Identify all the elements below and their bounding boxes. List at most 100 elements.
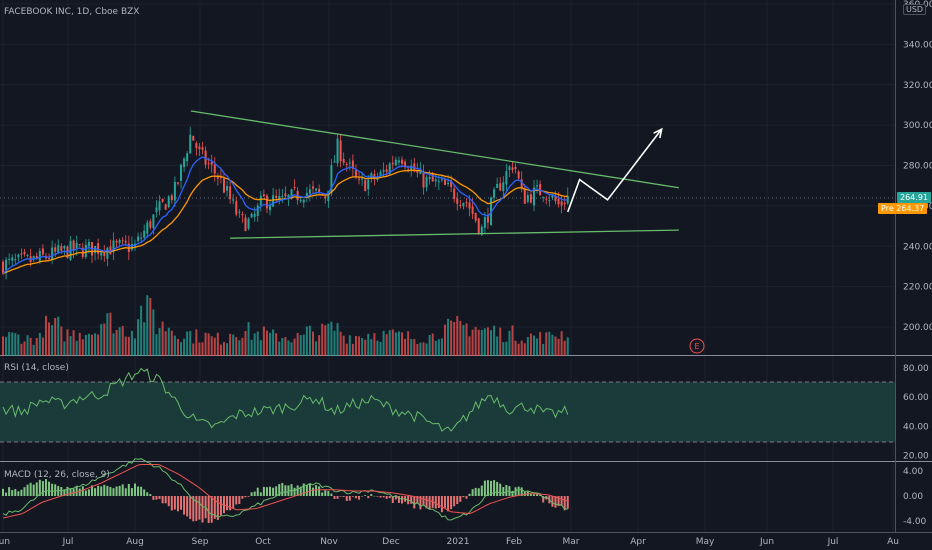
price-tick-label: 300.00 [903,121,932,131]
time-tick-label: Jun [759,537,774,547]
candle-body [443,178,446,185]
candle-body [216,176,219,179]
macd-histogram-bar [103,484,106,496]
macd-histogram-bar [186,496,189,517]
volume-bar [87,333,90,356]
volume-bar [170,330,173,356]
volume-bar [272,329,275,356]
macd-histogram-bar [529,493,532,496]
time-tick-label: Mar [563,537,580,547]
volume-bar [422,342,425,356]
lower-trendline[interactable] [230,229,679,239]
candle-body [364,180,367,192]
macd-histogram-bar [370,494,373,496]
candle-body [121,239,124,241]
volume-bar [26,335,29,356]
upper-trendline[interactable] [190,110,679,189]
volume-bar [41,337,44,356]
volume-bar [483,328,486,356]
macd-histogram-bar [75,486,78,496]
volume-bar [536,338,539,356]
candle-body [382,170,385,172]
volume-bar [94,333,97,356]
volume-bar [75,340,78,356]
volume-bar [278,341,281,356]
macd-histogram-bar [241,496,244,499]
macd-histogram-bar [394,496,397,500]
volume-bar [161,321,164,356]
volume-bar [20,343,23,356]
macd-histogram-bar [318,486,321,496]
volume-bar [532,335,535,356]
time-tick-label: Aug [126,537,144,547]
volume-bar [477,329,480,356]
macd-histogram-bar [287,485,290,496]
trendlines[interactable] [190,110,679,239]
candle-body [410,165,413,171]
volume-bar [229,333,232,356]
volume-bar [508,330,511,356]
candle-body [379,171,382,176]
macd-histogram-bar [284,485,287,496]
earnings-marker[interactable] [689,338,705,354]
volume-bar [560,331,563,356]
macd-histogram-bar [293,487,296,496]
macd-histogram-bar [419,496,422,510]
rsi-tick-label: 20.00 [903,452,929,462]
volume-bar [566,337,569,356]
volume-bar [44,315,47,356]
macd-histogram-bar [176,496,179,512]
volume-bar [115,329,118,356]
volume-bar [456,316,459,356]
candle-body [385,169,388,172]
macd-histogram-bar [152,496,155,500]
candle-body [431,174,434,182]
macd-histogram-bar [450,496,453,510]
volume-bar [103,323,106,356]
volume-bar [431,333,434,356]
volume-bar [453,322,456,356]
macd-histogram-bar [560,496,563,506]
macd-histogram-bar [351,496,354,497]
volume-bar [201,342,204,356]
macd-histogram-bar [536,494,539,496]
candle-body [437,181,440,183]
candle-body [140,237,143,239]
volume-bar [195,329,198,356]
macd-histogram-bar [410,496,413,504]
macd-histogram-bar [305,484,308,496]
volume-bar [112,333,115,356]
candle-body [11,257,14,261]
volume-bar [404,338,407,356]
projection-path[interactable] [566,128,663,213]
macd-histogram-bar [281,482,284,496]
volume-bar [401,332,404,356]
macd-histogram-bar [229,496,232,511]
macd-histogram-bar [69,488,72,496]
volume-bar [382,330,385,356]
macd-histogram-bar [5,492,8,496]
candle-body [115,240,118,243]
candle-body [109,246,112,255]
macd-histogram-bar [100,486,103,496]
currency-label[interactable]: USD [903,4,927,15]
macd-histogram-bar [219,496,222,516]
candle-body [327,190,330,202]
volume-bar [345,343,348,356]
volume-bar [499,327,502,356]
macd-histogram-bar [170,496,173,511]
candle-body [51,247,54,260]
volume-bar [23,341,26,356]
candle-body [213,164,216,174]
volume-bar [2,336,4,356]
volume-bar [78,332,81,356]
candle-body [5,259,8,274]
macd-histogram-bar [299,486,302,496]
time-axis[interactable]: Jun Jul Aug Sep Oct Nov Dec 2021 Feb Mar Apr May Jun… [0,537,899,547]
macd-histogram-bar [315,485,318,496]
earnings-marker-label: E [694,342,699,351]
macd-histogram-bar [106,485,109,496]
candle-body [434,179,437,182]
volume-bar [57,316,60,356]
